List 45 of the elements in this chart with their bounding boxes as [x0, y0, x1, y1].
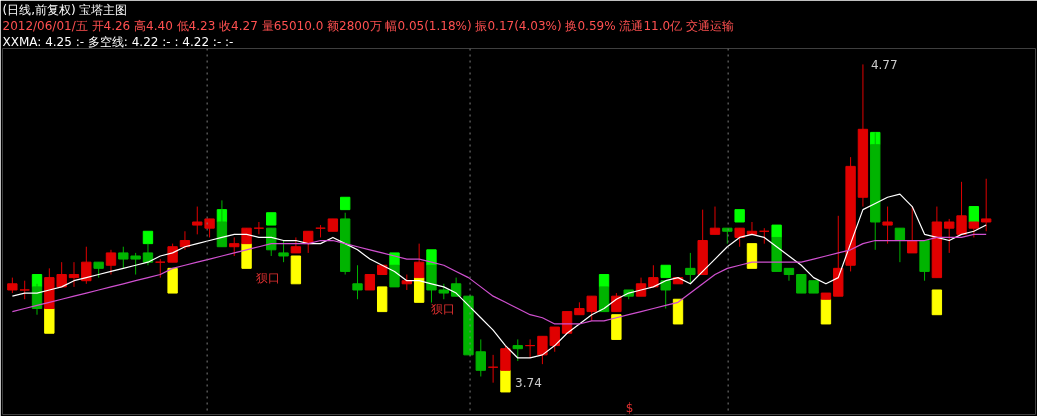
candlestick [352, 264, 363, 300]
candlestick [105, 249, 117, 276]
bar [611, 314, 622, 340]
text: $ [625, 401, 634, 416]
candlestick [290, 236, 302, 254]
candlestick [81, 246, 92, 285]
candlestick [229, 236, 240, 257]
candlestick [783, 267, 795, 282]
candlestick [981, 178, 992, 232]
candlestick [266, 227, 277, 257]
candlestick [253, 221, 265, 235]
candlestick [759, 227, 770, 245]
bar [500, 369, 511, 393]
text: XXMA: 4.25 :- 多空线: 4.22 :- : 4.22 :- :- [2, 34, 234, 49]
candlestick [315, 224, 326, 238]
annotation: 狈口 [431, 302, 456, 317]
annotation: 狈口 [255, 270, 280, 285]
candlestick [524, 338, 536, 359]
bar [746, 243, 758, 269]
bar [820, 298, 832, 325]
candlestick [734, 227, 745, 248]
bar [376, 286, 388, 313]
candlestick [882, 206, 893, 245]
candlestick [487, 354, 499, 384]
candlestick [709, 206, 721, 235]
bar [672, 298, 684, 325]
candlestick [19, 280, 30, 300]
bar [241, 243, 252, 269]
candlestick [660, 280, 671, 310]
annotation: 4.77 [870, 57, 898, 72]
candlestick [278, 240, 289, 263]
chart-subtitle: 2012/06/01/五 开4.26 高4.40 低4.23 收4.27 量65010.0 额2800万 幅0.05(1.18%) 振0.17(4.03%) 换0.59% 流通11.0亿 交通运输 [2, 18, 734, 33]
bar [340, 196, 351, 211]
chart-title: (日线,前复权) 宝塔主图 [2, 2, 128, 17]
annotation: 3.74 [515, 376, 542, 391]
bar [771, 224, 782, 238]
bar [167, 267, 178, 294]
candlestick [907, 206, 918, 254]
bar [142, 230, 154, 245]
bar [931, 289, 943, 316]
candlestick [512, 338, 523, 362]
candlestick [685, 252, 696, 285]
candlestick [155, 258, 166, 279]
candlestick [68, 261, 80, 288]
bar [734, 209, 745, 223]
